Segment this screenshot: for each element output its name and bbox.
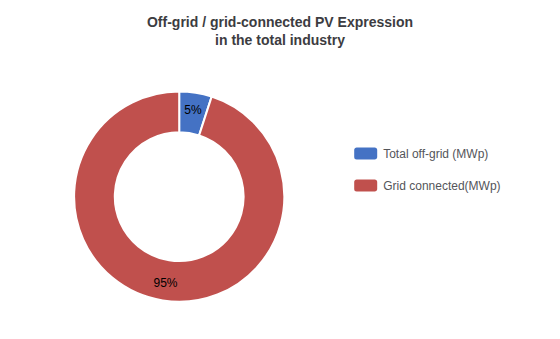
svg-text:Total off-grid (MWp): Total off-grid (MWp) [383,147,488,161]
svg-text:5%: 5% [184,103,202,117]
svg-text:95%: 95% [153,276,177,290]
svg-text:Off-grid / grid-connected PV E: Off-grid / grid-connected PV Expression [147,14,413,30]
svg-text:Grid connected(MWp): Grid connected(MWp) [383,179,500,193]
svg-text:in the total industry: in the total industry [215,32,345,48]
